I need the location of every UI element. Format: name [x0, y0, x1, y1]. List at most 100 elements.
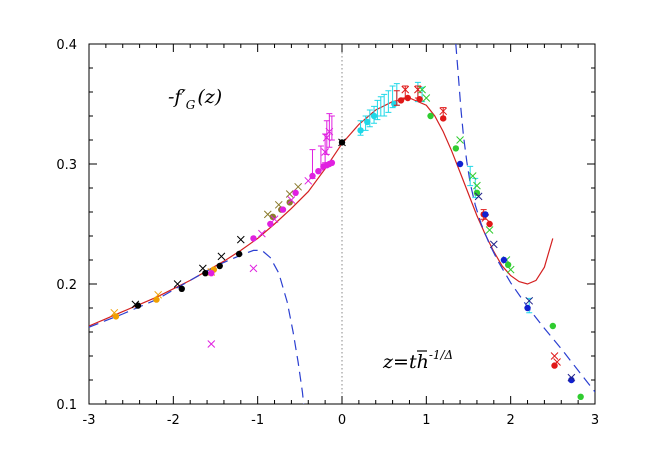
data-point-errorbar — [414, 85, 421, 99]
data-point-dot — [134, 302, 142, 309]
function-label-main: -f — [168, 86, 184, 108]
data-point-cross — [474, 192, 483, 201]
data-point-errorbar — [309, 149, 316, 179]
data-point-errorbar — [366, 109, 373, 128]
function-label: -f′G (z) — [168, 86, 222, 112]
variable-label-h: h — [417, 351, 429, 373]
axis-ticks — [88, 43, 596, 405]
y-tick-label: 0.3 — [56, 158, 77, 173]
data-point-dot — [482, 211, 489, 218]
data-point-dot — [208, 270, 215, 277]
data-point-cross — [285, 190, 294, 198]
data-point-dot — [577, 393, 584, 400]
data-point-dot — [486, 220, 493, 228]
data-point-cross — [456, 136, 464, 144]
variable-label-t: t — [409, 351, 417, 373]
data-point-dot — [416, 96, 423, 103]
data-point-cross — [489, 240, 498, 249]
data-point-dot — [279, 206, 287, 213]
data-point-cross — [485, 226, 494, 234]
data-point-dot — [397, 97, 405, 104]
data-point-cross — [567, 373, 576, 382]
data-point-cross — [154, 290, 163, 299]
asymptote-curve — [89, 249, 305, 404]
data-point-cross — [263, 210, 272, 219]
variable-label-exp: -1/Δ — [429, 348, 453, 362]
data-point-dot — [269, 213, 277, 220]
data-point-errorbar — [357, 120, 364, 136]
data-point-errorbar — [402, 85, 409, 99]
data-point-dot — [292, 189, 299, 196]
data-point-dot — [235, 250, 243, 258]
data-point-cross — [198, 264, 207, 273]
data-point-dot — [456, 160, 464, 168]
data-markers — [110, 81, 584, 400]
data-point-cross — [550, 352, 559, 360]
data-point-cross — [422, 94, 431, 102]
data-point-errorbar — [389, 85, 396, 109]
data-point-cross — [217, 252, 226, 261]
data-point-dot — [500, 256, 508, 264]
data-point-cross — [553, 358, 561, 366]
variable-label-main: z= — [382, 351, 409, 373]
data-point-cross — [473, 181, 481, 190]
asymptote-curve — [455, 44, 595, 393]
data-point-dot — [286, 199, 293, 206]
data-point-cross — [270, 215, 279, 224]
data-point-dot — [452, 145, 460, 152]
data-point-errorbar — [371, 105, 378, 124]
data-point-cross — [287, 196, 296, 204]
data-point-dot — [216, 262, 223, 270]
y-tick-label: 0.4 — [56, 38, 77, 53]
data-point-errorbar — [440, 107, 447, 121]
data-point-cross — [418, 85, 426, 94]
data-point-cross — [110, 308, 119, 317]
data-point-cross — [207, 340, 216, 348]
data-point-cross — [173, 280, 182, 288]
data-point-cross — [338, 138, 346, 147]
x-tick-label: 2 — [507, 413, 515, 428]
data-point-errorbar — [467, 165, 474, 187]
data-point-dot — [427, 112, 434, 120]
data-point-dot — [153, 296, 160, 303]
data-point-cross — [249, 264, 258, 273]
data-point-errorbar — [326, 113, 333, 148]
data-point-errorbar — [323, 120, 330, 155]
data-point-errorbar — [362, 115, 369, 131]
data-point-cross — [468, 172, 477, 180]
x-tick-label: 1 — [422, 413, 430, 428]
variable-label: z=th-1/Δ — [382, 348, 453, 373]
data-point-cross — [525, 296, 534, 305]
axis-tick-labels: -3 -2 -1 0 1 2 3 0.1 0.2 0.3 0.4 — [56, 38, 599, 428]
data-point-cross — [236, 235, 245, 244]
data-point-errorbar — [317, 145, 324, 171]
data-point-cross — [131, 300, 140, 309]
x-tick-label: -3 — [83, 413, 96, 428]
data-point-dot — [473, 189, 481, 196]
data-point-dot — [112, 313, 120, 320]
y-tick-label: 0.2 — [56, 278, 77, 293]
data-point-dot — [202, 270, 209, 277]
data-point-cross — [401, 85, 410, 94]
data-point-errorbar — [385, 90, 392, 113]
x-tick-label: 0 — [338, 413, 346, 428]
x-tick-label: -2 — [167, 413, 180, 428]
data-point-cross — [258, 229, 266, 238]
function-label-sub: G — [186, 98, 196, 112]
function-label-prime: ′ — [181, 86, 186, 108]
data-point-dot — [568, 376, 575, 384]
data-point-errorbar — [393, 90, 400, 106]
data-point-errorbar — [381, 93, 388, 117]
data-point-dot — [250, 235, 257, 242]
data-point-dot — [524, 304, 531, 312]
data-point-cross — [439, 107, 448, 116]
data-point-errorbar — [328, 115, 335, 141]
x-tick-label: -1 — [251, 413, 264, 428]
data-point-cross — [506, 265, 515, 274]
x-tick-label: 3 — [591, 413, 599, 428]
data-point-errorbar — [374, 99, 381, 121]
data-point-dot — [549, 322, 557, 330]
data-point-dot — [328, 159, 336, 166]
data-point-cross — [294, 182, 303, 191]
